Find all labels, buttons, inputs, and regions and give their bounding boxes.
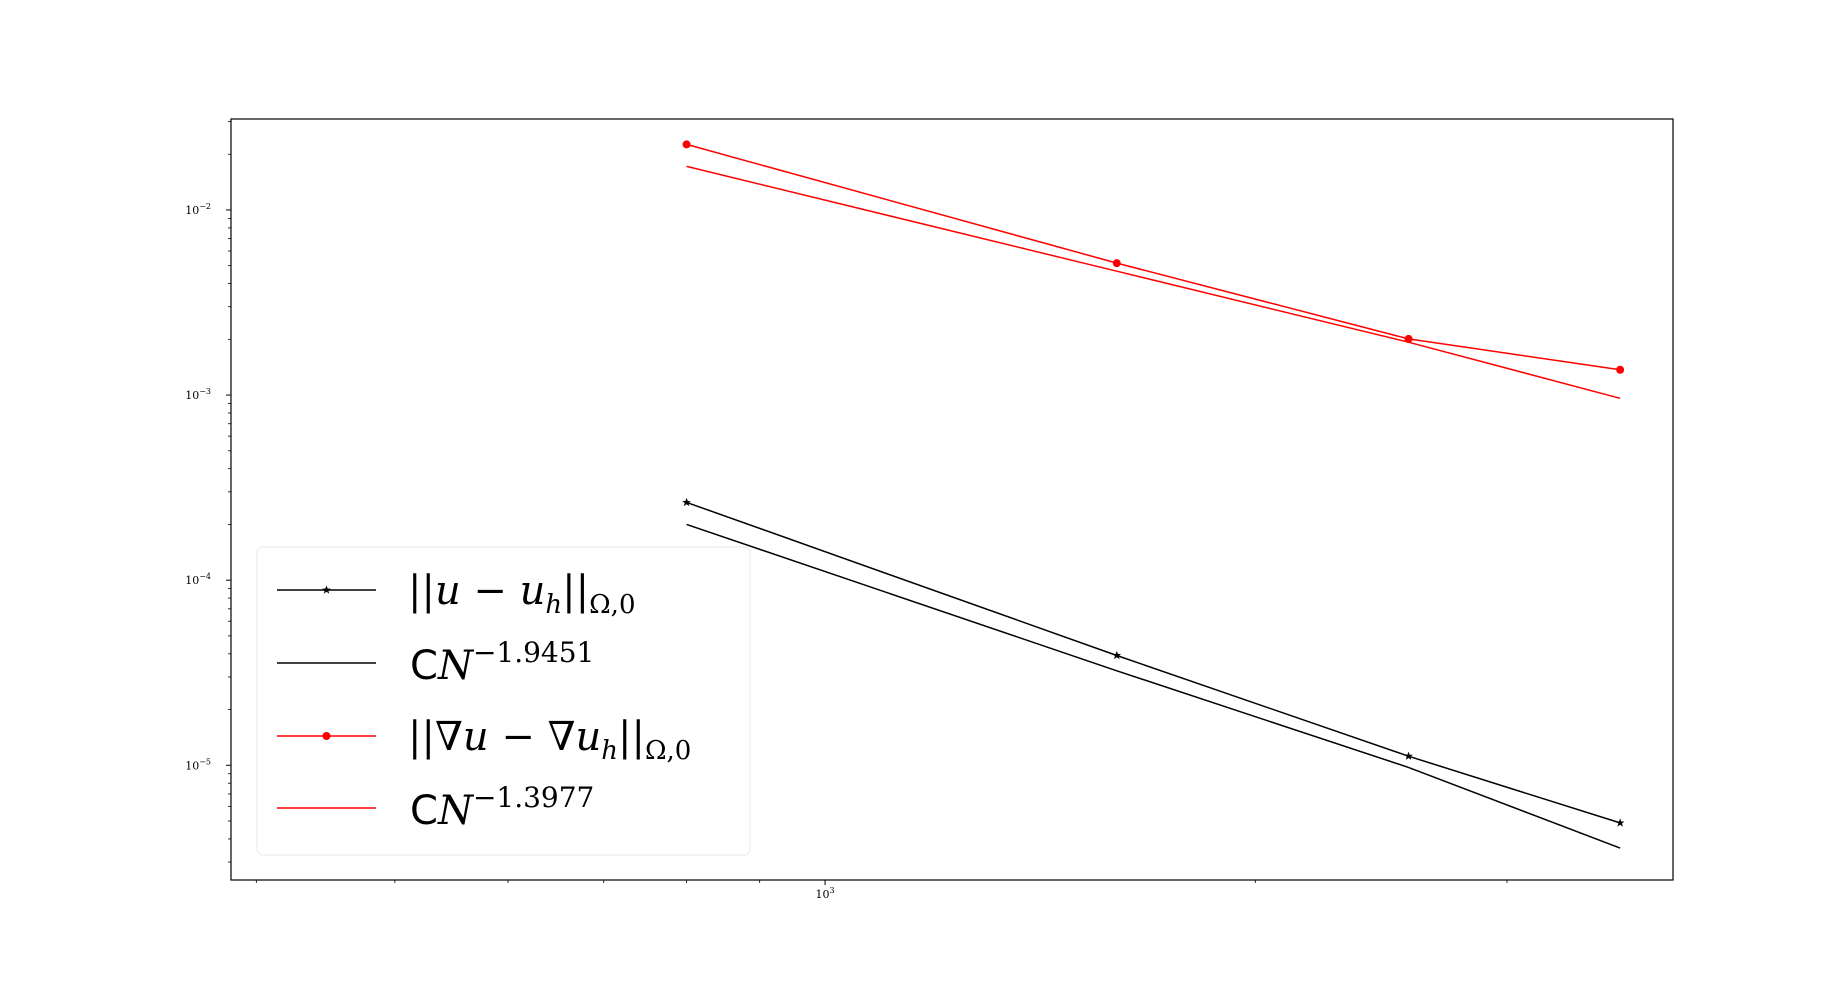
x-axis: 103 (255, 880, 1508, 901)
x-tick-exp-0: 3 (830, 886, 835, 895)
y-tick-exp-0: −5 (199, 757, 211, 766)
legend-circle-marker (322, 732, 331, 740)
legend-label-fit-l2-c: C (410, 643, 438, 689)
legend-label-err-h1-sub-h: h (601, 736, 618, 766)
data-point-err_h1-2 (1404, 334, 1413, 343)
y-tick-exp-3: −2 (199, 202, 211, 211)
series-line-err_h1 (686, 143, 1621, 371)
y-tick-exp-2: −3 (199, 387, 211, 396)
x-tick-base-0: 10 (816, 888, 830, 901)
legend-entry-err-l2[interactable]: ||u − uh||Ω,0 (277, 568, 636, 620)
legend-entry-fit-l2[interactable]: CN−1.9451 (277, 636, 594, 689)
y-tick-label-2: 10−3 (185, 387, 211, 402)
series-line-err_l2 (686, 501, 1621, 824)
legend-label-err-h1-close: || (618, 714, 645, 760)
data-point-err_l2-3 (1615, 818, 1625, 827)
data-point-err_l2-0 (682, 497, 691, 507)
data-point-err_l2-2 (1404, 751, 1413, 760)
legend-label-err-h1: ||∇u − ∇u (408, 714, 601, 760)
legend-label-err-l2: ||u − u (408, 568, 545, 614)
y-tick-base-2: 10 (185, 389, 199, 402)
legend-label-err-l2-close: || (562, 568, 589, 614)
legend-label-fit-h1-n: N (437, 788, 475, 834)
legend-label-fit-l2-n: N (437, 643, 475, 689)
svg-text:||∇u − ∇uh||Ω,0: ||∇u − ∇uh||Ω,0 (408, 714, 691, 766)
series-line-fit_l2 (686, 523, 1621, 849)
y-tick-label-0: 10−5 (185, 757, 211, 772)
y-tick-exp-1: −4 (199, 572, 211, 581)
legend-star-marker (322, 585, 331, 594)
legend-label-err-l2-sub-norm: Ω,0 (589, 590, 635, 620)
y-axis: 10−510−410−310−2 (185, 121, 231, 863)
y-tick-label-1: 10−4 (185, 572, 211, 587)
legend-entry-fit-h1[interactable]: CN−1.3977 (277, 781, 594, 834)
legend-label-fit-h1-c: C (410, 788, 438, 834)
legend-label-fit-h1-exponent: −1.3977 (473, 781, 594, 814)
y-tick-base-3: 10 (185, 204, 199, 217)
x-tick-label-0: 103 (816, 886, 835, 901)
y-tick-base-1: 10 (185, 574, 199, 587)
svg-text:CN−1.9451: CN−1.9451 (410, 636, 594, 689)
legend-label-fit-l2-exponent: −1.9451 (473, 636, 594, 669)
legend-entry-err-h1[interactable]: ||∇u − ∇uh||Ω,0 (277, 714, 691, 766)
svg-text:CN−1.3977: CN−1.3977 (410, 781, 594, 834)
data-point-err_h1-1 (1112, 259, 1121, 268)
svg-text:||u − uh||Ω,0: ||u − uh||Ω,0 (408, 568, 636, 620)
data-point-err_l2-1 (1112, 650, 1122, 660)
y-tick-base-0: 10 (185, 759, 199, 772)
y-tick-label-3: 10−2 (185, 202, 211, 217)
legend-box (256, 546, 751, 856)
data-point-err_h1-0 (682, 140, 691, 149)
plot-frame (230, 118, 1674, 881)
legend-label-err-h1-sub-norm: Ω,0 (645, 736, 691, 766)
legend-label-err-l2-sub-h: h (545, 590, 562, 620)
legend: ||u − uh||Ω,0 CN−1.9451 ||∇u − ∇uh||Ω,0 … (256, 546, 751, 856)
series-layer (682, 140, 1625, 849)
series-line-fit_h1 (686, 165, 1621, 400)
data-point-err_h1-3 (1616, 365, 1625, 374)
